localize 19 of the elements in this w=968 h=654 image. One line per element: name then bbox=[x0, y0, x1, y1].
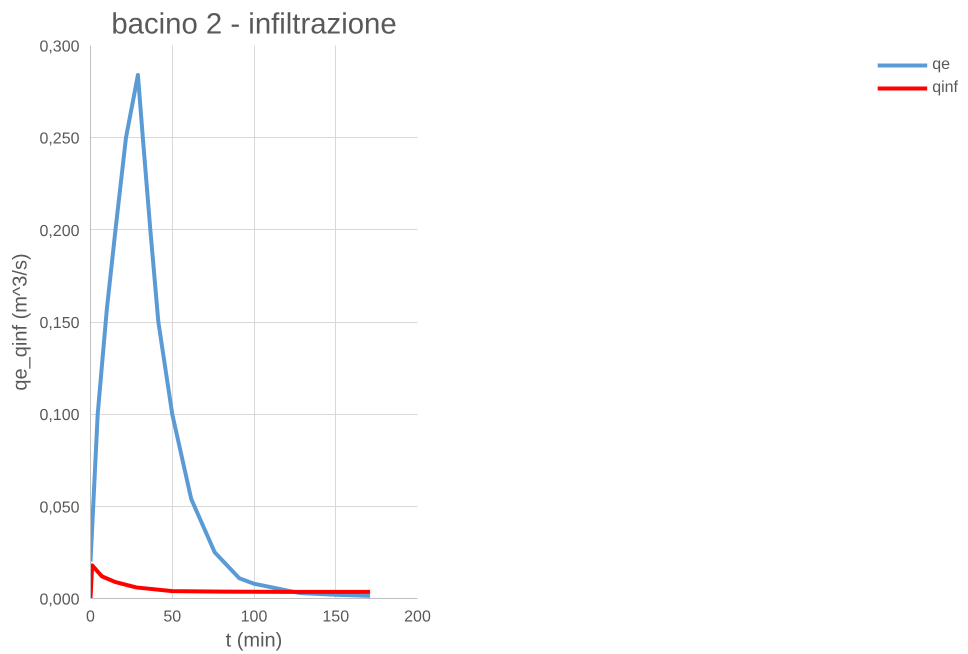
chart-title: bacino 2 - infiltrazione bbox=[111, 8, 397, 40]
x-tick-label: 200 bbox=[404, 608, 431, 626]
line-series bbox=[90, 72, 372, 598]
x-tick-label: 150 bbox=[322, 608, 350, 626]
line-series bbox=[90, 563, 372, 598]
y-tick-label: 0,050 bbox=[39, 499, 80, 516]
y-tick-label: 0,100 bbox=[39, 407, 80, 424]
y-tick-label: 0,200 bbox=[39, 222, 80, 240]
y-axis-title: qe_qinf (m^3/s) bbox=[9, 253, 32, 391]
y-tick-label: 0,300 bbox=[39, 38, 80, 56]
x-tick-label: 50 bbox=[163, 608, 182, 626]
y-tick-label: 0,000 bbox=[39, 592, 80, 608]
y-tick-label: 0,150 bbox=[39, 315, 80, 332]
y-tick-label: 0,250 bbox=[39, 130, 80, 148]
legend-label: qinf bbox=[932, 79, 958, 97]
x-tick-label: 100 bbox=[240, 608, 268, 626]
x-axis-title: t (min) bbox=[226, 630, 282, 652]
legend-label: qe bbox=[932, 56, 951, 74]
x-tick-label: 0 bbox=[86, 608, 96, 626]
